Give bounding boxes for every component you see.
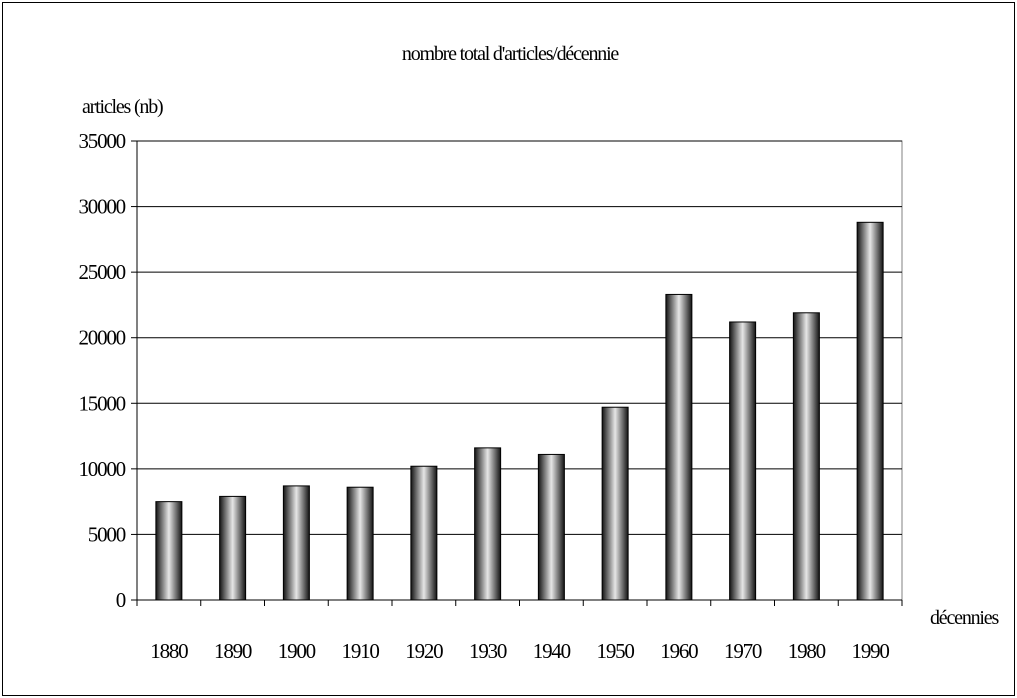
bar-1900 xyxy=(282,485,310,601)
x-tick-label: 1960 xyxy=(660,639,698,663)
x-tick-label: 1930 xyxy=(469,639,507,663)
y-tick-label: 0 xyxy=(116,588,126,612)
bar-1920 xyxy=(410,465,438,601)
bars xyxy=(155,221,884,601)
x-tick-label: 1880 xyxy=(150,639,188,663)
x-tick-label: 1910 xyxy=(342,639,380,663)
bar-1940 xyxy=(537,453,565,601)
gridlines xyxy=(137,140,902,535)
bar-1950 xyxy=(601,406,629,601)
bar-1910 xyxy=(346,486,374,601)
y-tick-label: 15000 xyxy=(78,391,125,415)
y-axis-label: articles (nb) xyxy=(82,96,163,118)
y-tick-label: 30000 xyxy=(78,195,125,219)
y-tick-label: 35000 xyxy=(78,129,125,153)
chart-title: nombre total d'articles/décennie xyxy=(402,43,620,65)
y-tick-label: 10000 xyxy=(78,457,125,481)
y-axis-ticks: 0 5000 10000 15000 20000 25000 30000 35000 xyxy=(78,129,137,612)
x-tick-label: 1970 xyxy=(724,639,762,663)
x-tick-label: 1900 xyxy=(278,639,316,663)
bar-1960 xyxy=(665,293,693,601)
y-tick-label: 25000 xyxy=(78,260,125,284)
x-tick-label: 1920 xyxy=(405,639,443,663)
bar-1930 xyxy=(474,447,502,601)
x-axis-label: décennies xyxy=(930,607,999,629)
x-axis-ticks: 1880 1890 1900 1910 1920 1930 1940 1950 1960 1970… xyxy=(136,600,903,663)
x-tick-label: 1950 xyxy=(597,639,635,663)
y-tick-label: 5000 xyxy=(88,522,126,546)
bar-1990 xyxy=(856,221,884,601)
bar-1970 xyxy=(729,321,757,601)
x-tick-label: 1940 xyxy=(533,639,571,663)
bar-1890 xyxy=(219,495,247,601)
x-tick-label: 1890 xyxy=(214,639,252,663)
bar-1980 xyxy=(792,312,820,601)
plot-area xyxy=(136,140,903,601)
x-tick-label: 1980 xyxy=(788,639,826,663)
y-tick-label: 20000 xyxy=(78,326,125,350)
bar-1880 xyxy=(155,501,183,601)
x-tick-label: 1990 xyxy=(852,639,890,663)
